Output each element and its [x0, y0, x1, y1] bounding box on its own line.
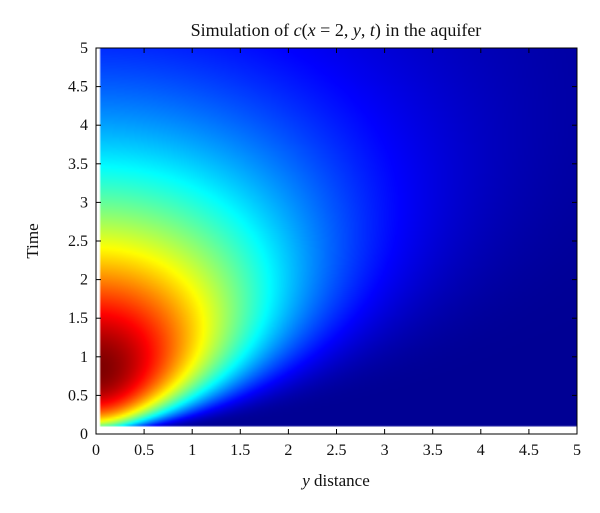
y-tick-label: 2 [80, 272, 88, 289]
y-axis-label: Time [23, 223, 42, 258]
x-tick-label: 4 [477, 442, 485, 459]
x-tick-label: 5 [573, 442, 581, 459]
y-axis-ticks: 0 0.5 1 1.5 2 2.5 3 3.5 4 4.5 5 [68, 40, 577, 443]
x-tick-label: 4.5 [519, 442, 539, 459]
y-tick-label: 0.5 [68, 387, 88, 404]
y-tick-label: 5 [80, 40, 88, 57]
x-tick-label: 1 [188, 442, 196, 459]
y-tick-label: 4 [80, 117, 88, 134]
y-tick-label: 4.5 [68, 79, 88, 96]
x-tick-label: 2 [284, 442, 292, 459]
x-tick-label: 2.5 [327, 442, 347, 459]
x-axis-label: y distance [300, 471, 370, 490]
x-axis-ticks: 0 0.5 1 1.5 2 2.5 3 3.5 4 4.5 5 [92, 48, 581, 459]
x-tick-label: 1.5 [230, 442, 250, 459]
y-tick-label: 0 [80, 426, 88, 443]
x-tick-label: 0.5 [134, 442, 154, 459]
y-tick-label: 1 [80, 349, 88, 366]
x-tick-label: 0 [92, 442, 100, 459]
y-tick-label: 2.5 [68, 233, 88, 250]
y-tick-label: 3 [80, 194, 88, 211]
x-tick-label: 3 [381, 442, 389, 459]
y-tick-label: 1.5 [68, 310, 88, 327]
y-tick-label: 3.5 [68, 156, 88, 173]
heatmap-image [96, 48, 577, 434]
chart-title: Simulation of c(x = 2, y, t) in the aqui… [191, 20, 482, 41]
x-tick-label: 3.5 [423, 442, 443, 459]
